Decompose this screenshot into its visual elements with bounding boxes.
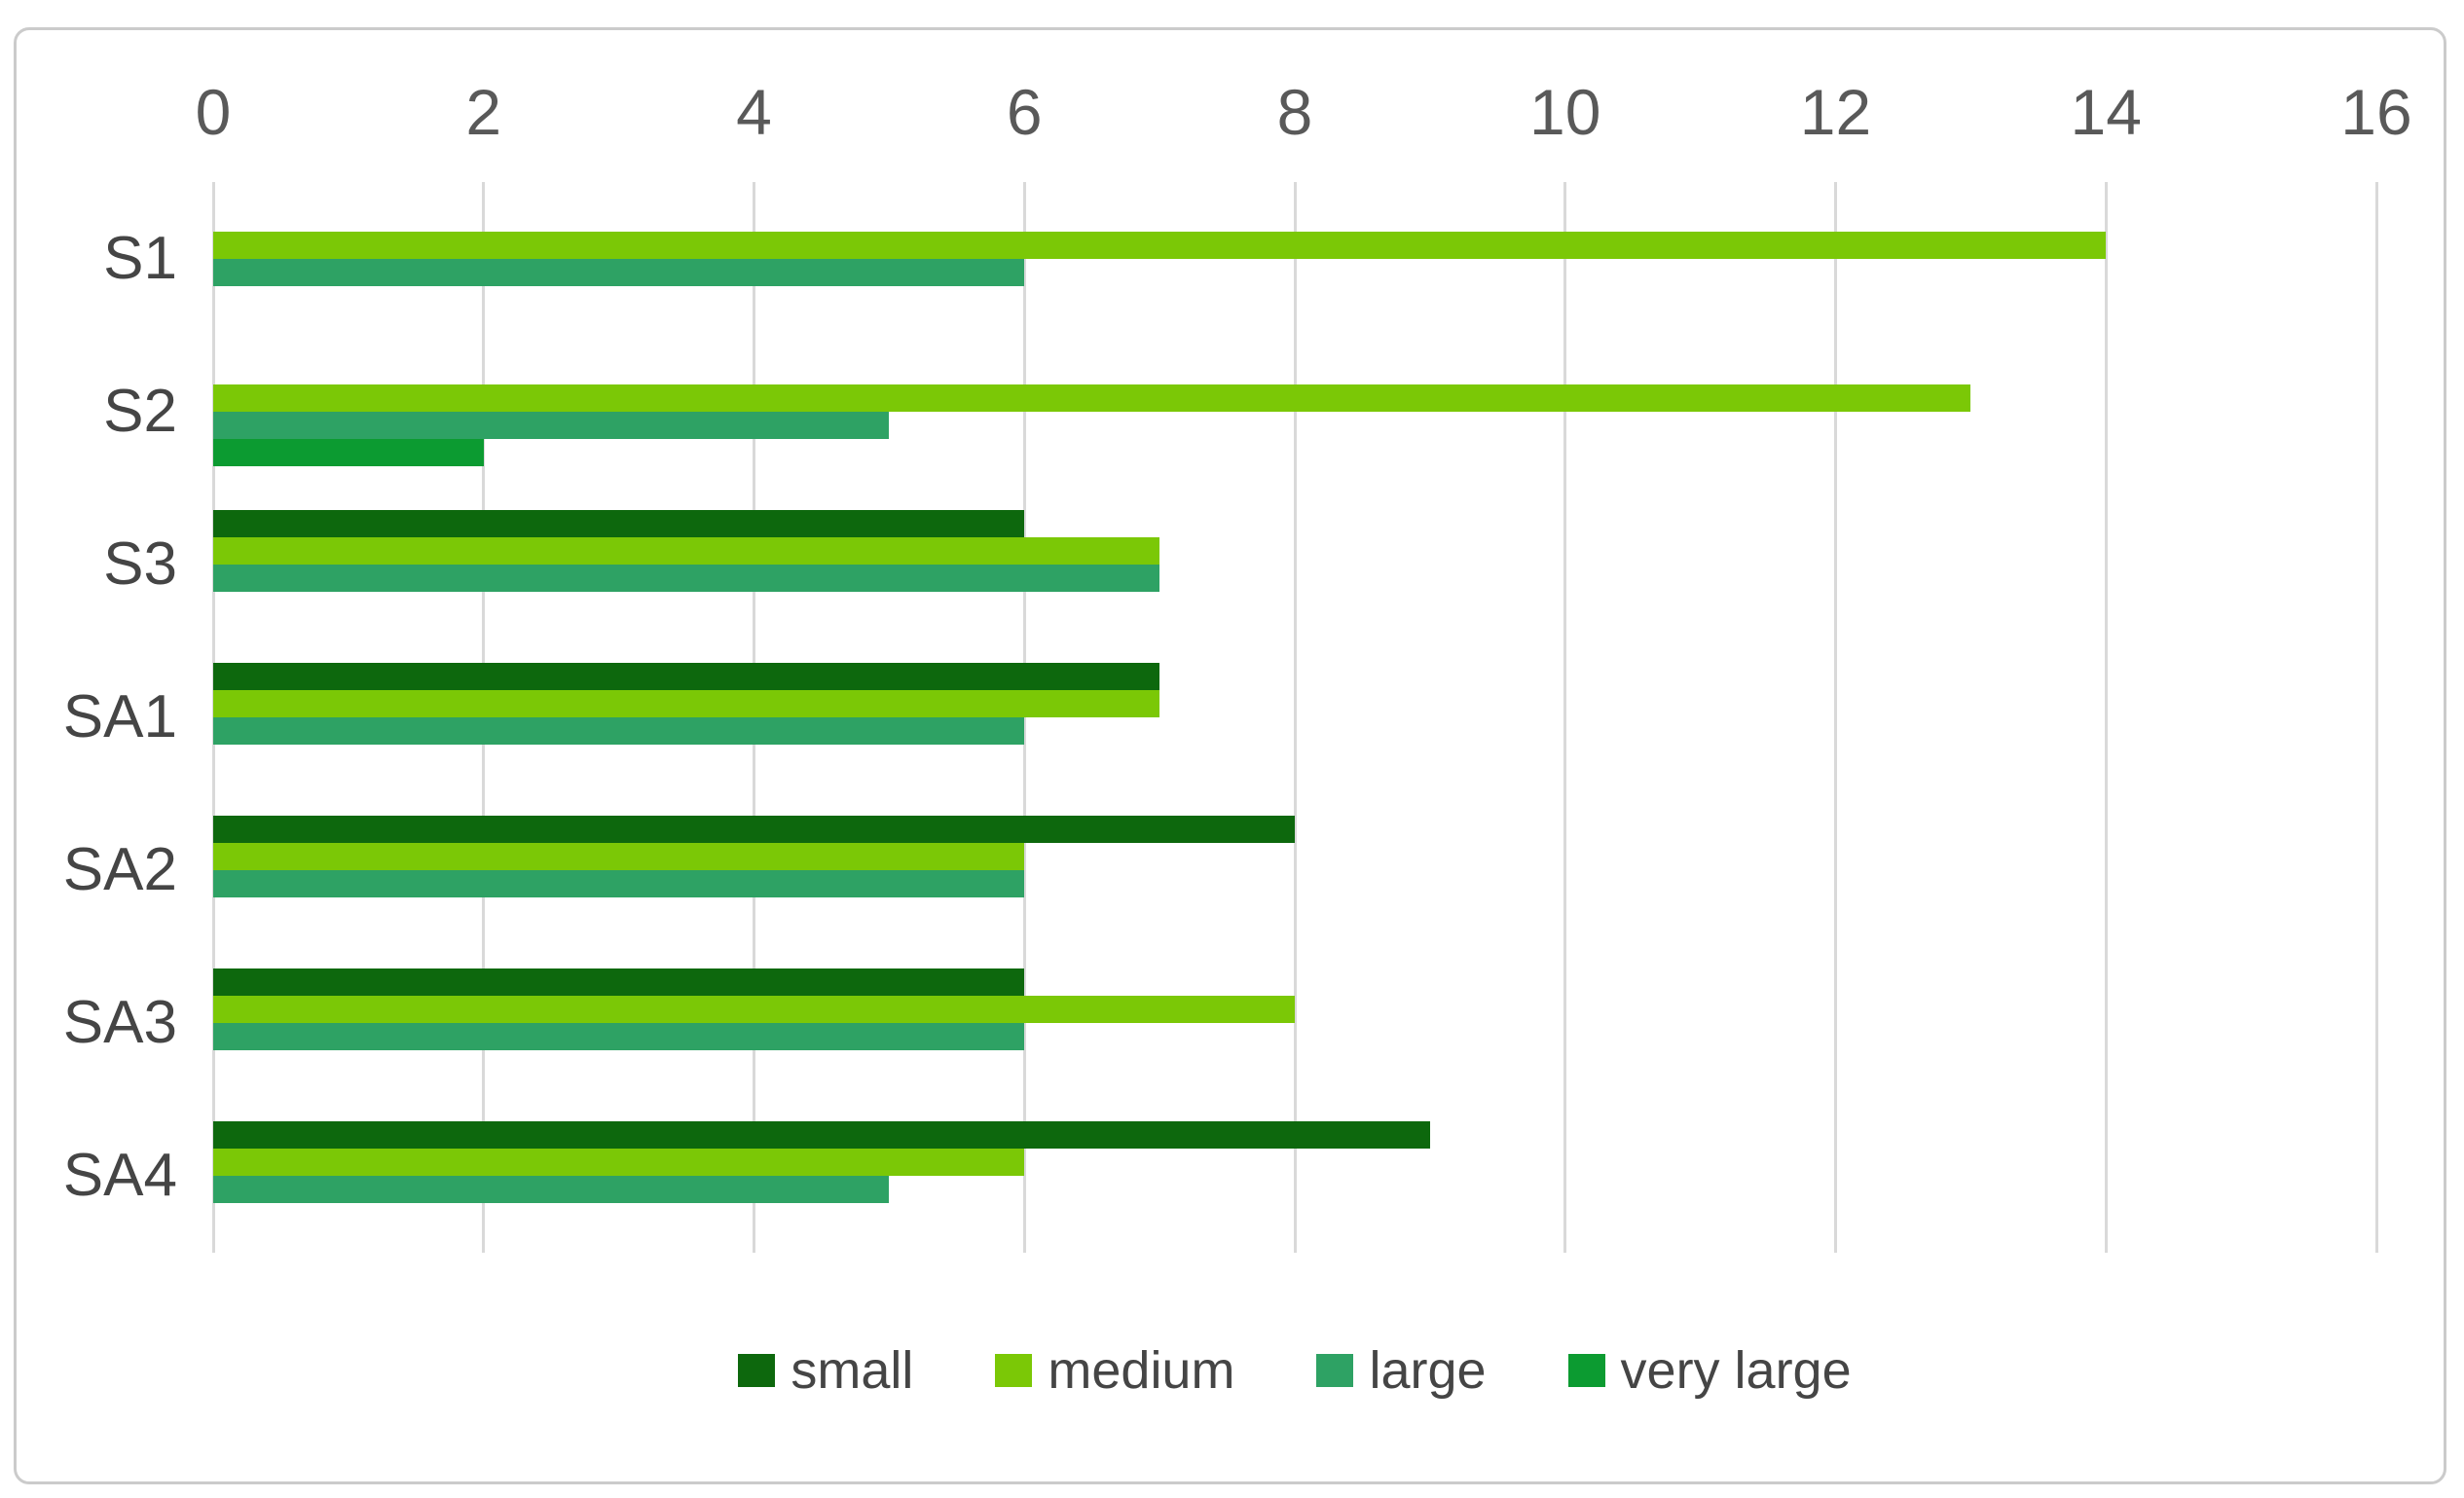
legend-label: small xyxy=(791,1341,914,1400)
bar-sa1-medium xyxy=(213,690,1160,717)
legend-item-medium: medium xyxy=(995,1344,1234,1397)
bar-sa4-medium xyxy=(213,1149,1025,1177)
bar-sa2-large xyxy=(213,870,1025,898)
legend-item-very-large: very large xyxy=(1567,1341,1852,1400)
gridline xyxy=(2374,182,2378,1253)
bar-s1-medium xyxy=(213,231,2107,259)
x-tick-label: 10 xyxy=(1529,76,1601,148)
category-label-sa3: SA3 xyxy=(62,989,177,1057)
category-label-sa4: SA4 xyxy=(62,1142,177,1210)
x-tick-label: 4 xyxy=(736,76,772,148)
legend: small medium large very large xyxy=(213,1335,2376,1406)
x-tick-label: 0 xyxy=(195,76,232,148)
x-tick-label: 12 xyxy=(1799,76,1872,148)
legend-swatch-icon xyxy=(1316,1354,1354,1387)
gridline xyxy=(1022,182,1026,1253)
bar-sa2-medium xyxy=(213,843,1025,871)
category-label-s3: S3 xyxy=(103,530,177,598)
bar-s1-large xyxy=(213,258,1025,286)
gridline xyxy=(2104,182,2108,1253)
x-tick-label: 8 xyxy=(1276,76,1313,148)
category-label-sa2: SA2 xyxy=(62,836,177,904)
x-tick-label: 6 xyxy=(1006,76,1043,148)
bar-s2-medium xyxy=(213,384,1971,412)
category-label-s2: S2 xyxy=(103,377,177,445)
bar-sa3-medium xyxy=(213,996,1295,1024)
gridline xyxy=(1834,182,1837,1253)
x-tick-label: 16 xyxy=(2340,76,2412,148)
bar-sa3-small xyxy=(213,968,1025,997)
legend-item-large: large xyxy=(1316,1341,1487,1400)
legend-swatch-icon xyxy=(738,1354,776,1387)
legend-label: very large xyxy=(1620,1341,1852,1400)
x-tick-label: 14 xyxy=(2070,76,2142,148)
bar-sa4-small xyxy=(213,1121,1430,1150)
bar-s3-medium xyxy=(213,536,1160,565)
category-label-s1: S1 xyxy=(103,224,177,292)
bar-sa4-large xyxy=(213,1176,890,1204)
bar-sa3-large xyxy=(213,1023,1025,1051)
legend-item-small: small xyxy=(738,1344,913,1397)
category-label-sa1: SA1 xyxy=(62,683,177,750)
bar-s2-large xyxy=(213,411,890,439)
bar-s2-very-large xyxy=(213,438,484,466)
legend-label: medium xyxy=(1048,1341,1235,1400)
gridline xyxy=(1563,182,1567,1253)
bar-s3-small xyxy=(213,509,1025,537)
legend-swatch-icon xyxy=(995,1354,1033,1387)
legend-swatch-icon xyxy=(1567,1354,1605,1387)
bar-s3-large xyxy=(213,564,1160,592)
x-tick-label: 2 xyxy=(465,76,502,148)
bar-sa1-small xyxy=(213,663,1160,690)
gridline xyxy=(1293,182,1297,1253)
bar-sa1-large xyxy=(213,717,1025,745)
legend-label: large xyxy=(1369,1341,1487,1400)
bar-sa2-small xyxy=(213,816,1295,844)
